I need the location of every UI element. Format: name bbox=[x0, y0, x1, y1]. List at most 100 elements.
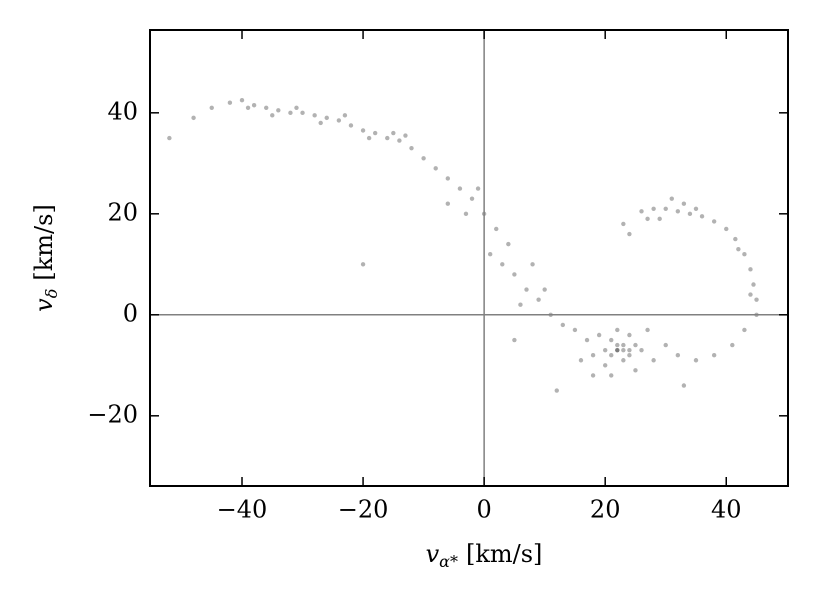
point bbox=[602, 347, 608, 353]
point bbox=[578, 358, 584, 363]
point bbox=[742, 327, 747, 333]
point bbox=[385, 135, 390, 141]
point bbox=[675, 209, 681, 214]
point bbox=[264, 105, 269, 110]
plot-frame bbox=[149, 29, 789, 487]
point bbox=[403, 133, 408, 138]
point bbox=[627, 353, 632, 358]
point bbox=[621, 358, 626, 363]
x-tick-label: 0 bbox=[476, 496, 491, 524]
point bbox=[669, 196, 674, 201]
point bbox=[360, 128, 366, 133]
point bbox=[227, 100, 233, 105]
point bbox=[360, 262, 366, 267]
point bbox=[536, 297, 541, 302]
point bbox=[487, 252, 493, 257]
point bbox=[276, 108, 281, 113]
point bbox=[506, 241, 511, 247]
point bbox=[318, 120, 323, 126]
point bbox=[324, 115, 329, 121]
x-label-unit: [km/s] bbox=[466, 540, 542, 568]
point bbox=[651, 358, 656, 363]
point bbox=[615, 342, 620, 348]
point bbox=[512, 337, 517, 343]
point bbox=[615, 327, 620, 333]
point bbox=[469, 196, 475, 201]
point bbox=[542, 287, 547, 292]
point bbox=[639, 209, 644, 214]
point bbox=[397, 138, 402, 143]
point bbox=[288, 110, 293, 116]
point bbox=[736, 246, 741, 252]
point bbox=[681, 201, 687, 206]
point bbox=[627, 231, 632, 237]
point bbox=[463, 211, 469, 217]
y-tick-label: 40 bbox=[107, 97, 138, 125]
point bbox=[633, 368, 638, 373]
point bbox=[294, 105, 299, 110]
point bbox=[560, 322, 566, 328]
point bbox=[615, 347, 620, 353]
point bbox=[191, 115, 196, 121]
y-tick-label: 0 bbox=[123, 299, 138, 327]
y-label-symbol: v bbox=[30, 298, 58, 312]
x-tick-label: 20 bbox=[590, 496, 621, 524]
point bbox=[681, 383, 687, 388]
point bbox=[742, 252, 747, 257]
x-axis-label: vα* [km/s] bbox=[426, 540, 543, 571]
point bbox=[615, 347, 620, 353]
point bbox=[627, 347, 632, 353]
point bbox=[391, 130, 396, 136]
x-label-subscript: α* bbox=[439, 552, 458, 571]
point bbox=[754, 297, 759, 302]
point bbox=[633, 342, 638, 348]
point bbox=[245, 105, 251, 110]
point bbox=[651, 206, 656, 211]
point bbox=[590, 373, 596, 378]
point bbox=[512, 272, 517, 277]
x-tick-label: 40 bbox=[711, 496, 742, 524]
point bbox=[372, 130, 378, 136]
point bbox=[645, 327, 650, 333]
point bbox=[609, 353, 614, 358]
point bbox=[609, 373, 614, 378]
point bbox=[554, 388, 559, 393]
point bbox=[445, 201, 451, 206]
y-label-unit: [km/s] bbox=[30, 204, 58, 280]
point bbox=[572, 327, 578, 333]
y-label-subscript: δ bbox=[42, 289, 61, 299]
point bbox=[409, 145, 414, 151]
point bbox=[627, 332, 632, 338]
point bbox=[663, 206, 668, 211]
point bbox=[209, 105, 214, 110]
point bbox=[748, 292, 753, 297]
point bbox=[584, 337, 590, 343]
point bbox=[421, 156, 426, 161]
x-label-symbol: v bbox=[426, 540, 440, 568]
point bbox=[524, 287, 529, 292]
point bbox=[693, 358, 699, 363]
point bbox=[300, 110, 305, 116]
y-tick-label: −20 bbox=[87, 400, 138, 428]
point bbox=[748, 267, 753, 272]
y-tick-label: 20 bbox=[107, 198, 138, 226]
point bbox=[239, 97, 245, 103]
point bbox=[675, 353, 681, 358]
point bbox=[693, 206, 699, 211]
x-tick-label: −20 bbox=[338, 496, 389, 524]
point bbox=[711, 353, 717, 358]
point bbox=[711, 219, 717, 224]
point bbox=[596, 332, 602, 338]
point bbox=[724, 226, 729, 232]
point bbox=[751, 282, 756, 287]
point bbox=[433, 166, 438, 171]
point bbox=[621, 342, 626, 348]
point bbox=[348, 123, 354, 128]
point bbox=[251, 103, 257, 108]
point bbox=[730, 342, 735, 348]
point bbox=[518, 302, 523, 307]
point bbox=[366, 135, 372, 141]
point bbox=[475, 186, 481, 191]
point bbox=[312, 113, 317, 118]
